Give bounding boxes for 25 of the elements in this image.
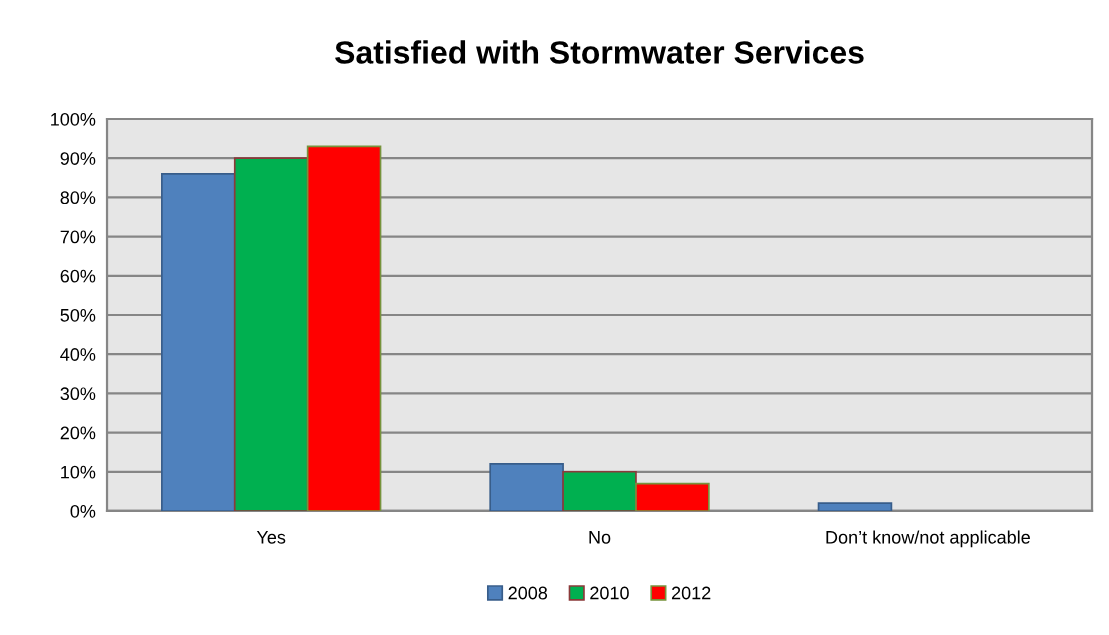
y-tick-label: 100% [51, 112, 96, 126]
legend-label: 2008 [508, 586, 548, 600]
y-tick-label: 30% [60, 387, 96, 401]
x-tick-label: No [589, 531, 611, 544]
y-tick-label: 50% [60, 308, 96, 322]
x-tick-label: Don’t know/not applicable [826, 530, 1030, 548]
y-tick-label: 80% [60, 191, 96, 205]
bar [161, 173, 236, 511]
legend-label: 2010 [590, 586, 629, 600]
y-tick-label: 0% [70, 504, 96, 518]
y-tick-label: 70% [60, 230, 96, 244]
legend-label: 2012 [671, 586, 711, 600]
bar [817, 502, 893, 511]
bar [233, 157, 309, 511]
chart-title: Satisfied with Stormwater Services [335, 40, 864, 64]
bar [489, 463, 564, 511]
bar [562, 470, 637, 511]
y-tick-label: 10% [61, 465, 96, 479]
bar [635, 482, 710, 511]
bar [306, 145, 382, 511]
y-tick-label: 90% [60, 152, 96, 165]
y-tick-label: 60% [60, 269, 96, 283]
y-tick-label: 40% [60, 348, 96, 361]
x-tick-label: Yes [256, 531, 286, 544]
y-tick-label: 20% [60, 426, 96, 440]
